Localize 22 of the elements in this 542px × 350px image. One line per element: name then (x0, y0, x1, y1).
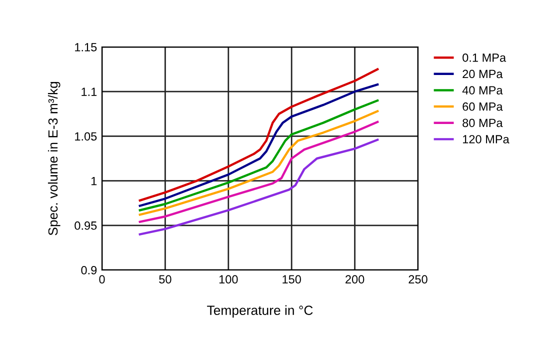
line-series (138, 120, 379, 223)
y-tick-label: 1 (91, 176, 97, 186)
legend-label: 20 MPa (462, 70, 503, 78)
x-tick-label: 100 (219, 275, 238, 284)
y-axis-title: Spec. volume in E-3 m³/kg (48, 82, 60, 236)
legend-label: 0.1 MPa (462, 53, 506, 62)
legend-label: 80 MPa (462, 118, 503, 128)
legend-label: 40 MPa (462, 86, 503, 94)
x-tick-label: 50 (159, 275, 172, 284)
y-tick-label: 1.1 (82, 88, 97, 96)
y-tick-label: 1.15 (75, 43, 97, 52)
x-tick-label: 200 (346, 275, 364, 284)
y-tick-label: 0.95 (74, 221, 97, 230)
y-tick-label: 0.9 (81, 266, 97, 274)
line-series (138, 138, 379, 236)
y-tick-label: 1.05 (75, 132, 97, 141)
x-tick-label: 250 (408, 275, 428, 284)
x-tick-label: 0 (99, 275, 105, 284)
x-axis-title: Temperature in °C (207, 305, 313, 318)
x-tick-label: 150 (282, 275, 301, 284)
legend-label: 120 MPa (463, 135, 510, 144)
legend-label: 60 MPa (462, 102, 503, 111)
